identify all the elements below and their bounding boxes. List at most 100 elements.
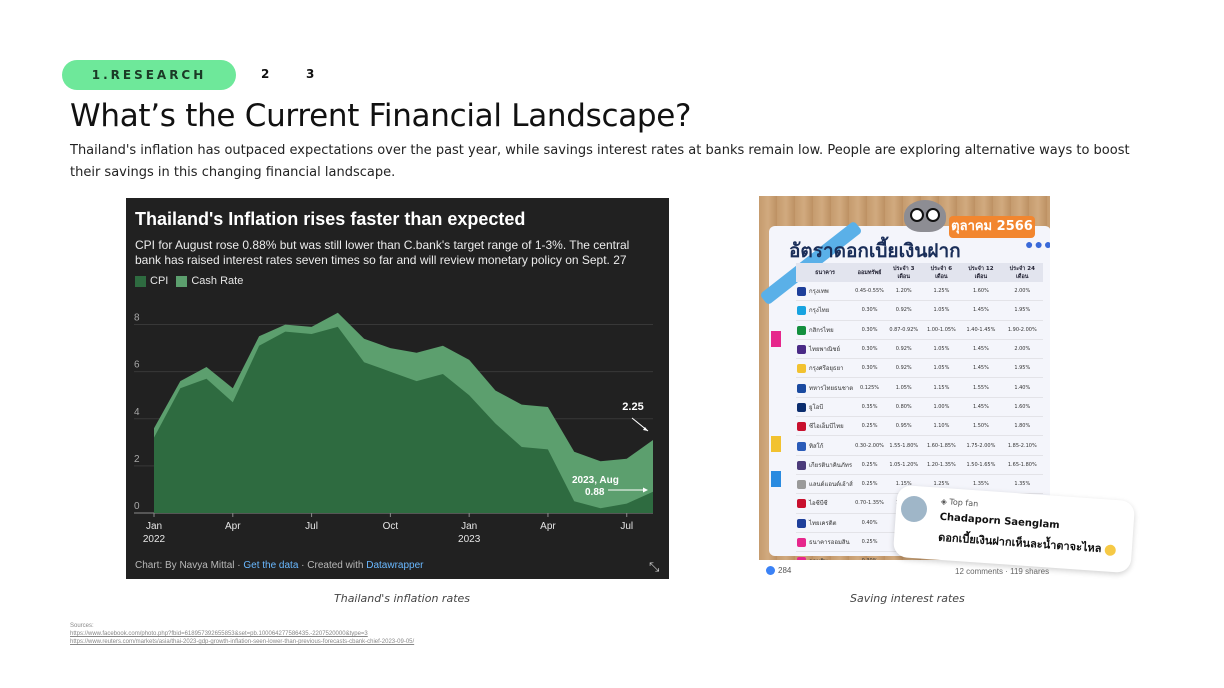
rate-cell: 1.45% bbox=[960, 358, 1002, 379]
rate-cell: 1.95% bbox=[1001, 358, 1043, 379]
page-intro: Thailand's inflation has outpaced expect… bbox=[70, 143, 1130, 180]
inflation-chart-card: 0 2 4 6 8 Jan 2022 Apr Jul Oct Jan 2023 Apr Jul 2.25 20… bbox=[126, 198, 669, 579]
rate-cell: 1.00% bbox=[922, 397, 961, 418]
rate-cell: 1.20% bbox=[884, 282, 923, 302]
legend-swatch-cash-rate bbox=[176, 275, 188, 287]
bank-name-cell: ไทยพาณิชย์ bbox=[796, 339, 855, 360]
rate-cell: 1.05% bbox=[884, 377, 923, 398]
bank-logo-icon bbox=[797, 345, 806, 355]
bank-name: กสิกรไทย bbox=[809, 326, 834, 334]
table-row: ทิสโก้ 0.30-2.00% 1.55-1.80% 1.60-1.85% 1.75… bbox=[796, 435, 1043, 456]
rate-cell: 0.92% bbox=[884, 339, 923, 360]
rate-cell: 0.30% bbox=[854, 339, 885, 360]
table-row: กรุงไทย 0.30% 0.92% 1.05% 1.45% 1.95% bbox=[796, 300, 1043, 321]
bank-logo-icon bbox=[797, 460, 806, 470]
date-tag: ตุลาคม 2566 bbox=[949, 216, 1035, 238]
table-header-cell: ธนาคาร bbox=[796, 263, 855, 282]
bank-logo-icon bbox=[797, 538, 806, 547]
rate-cell: 1.40% bbox=[1001, 377, 1043, 398]
y-tick-label-2: 2 bbox=[134, 454, 140, 465]
x-tick-year-4: 2023 bbox=[458, 534, 481, 545]
x-tick-label-0: Jan bbox=[146, 521, 162, 532]
bank-name: ยูโอบี bbox=[809, 403, 824, 411]
dots-icon: ●●● bbox=[1025, 236, 1050, 252]
rate-cell: 1.80% bbox=[1001, 416, 1043, 437]
mascot-illustration bbox=[904, 200, 946, 232]
chart-footer: Chart: By Navya Mittal · Get the data · … bbox=[135, 560, 423, 571]
bank-name: ไทยเครดิต bbox=[809, 519, 837, 527]
source-link-facebook[interactable]: https://www.facebook.com/photo.php?fbid=… bbox=[70, 631, 368, 637]
bank-name: กรุงเทพ bbox=[809, 288, 829, 296]
rate-cell: 1.25% bbox=[922, 282, 961, 302]
bank-name: กรุงไทย bbox=[809, 307, 830, 315]
rate-cell: 0.87-0.92% bbox=[884, 320, 923, 340]
post-heading: อัตราดอกเบี้ยเงินฝาก bbox=[789, 240, 961, 262]
table-header-cell: ออมทรัพย์ bbox=[854, 263, 885, 282]
bank-name: ไอซีบีซี bbox=[809, 500, 828, 508]
rate-cell: 1.85-2.10% bbox=[1001, 435, 1043, 456]
y-tick-label-6: 6 bbox=[134, 360, 140, 371]
source-link-reuters[interactable]: https://www.reuters.com/markets/asia/tha… bbox=[70, 639, 415, 645]
annotation-cash-rate-end: 2.25 bbox=[622, 401, 643, 413]
sources: Sources: https://www.facebook.com/photo.… bbox=[70, 622, 414, 646]
x-tick-label-1: Apr bbox=[225, 521, 241, 532]
rate-cell: 1.35% bbox=[1001, 474, 1043, 495]
rate-cell: 0.35% bbox=[854, 397, 885, 418]
side-tab-yellow bbox=[771, 436, 781, 452]
rate-cell: 0.30-2.00% bbox=[854, 435, 885, 456]
legend-label-cash-rate: Cash Rate bbox=[191, 275, 244, 287]
rate-cell: 0.95% bbox=[884, 416, 923, 437]
rate-cell: 2.00% bbox=[1001, 282, 1043, 302]
x-tick-label-6: Jul bbox=[620, 521, 633, 532]
expand-icon[interactable]: ⤡ bbox=[649, 559, 660, 574]
side-tab-pink bbox=[771, 331, 781, 347]
rate-cell: 0.40% bbox=[854, 513, 885, 533]
rate-cell: 0.25% bbox=[854, 455, 885, 475]
bank-name: ออมสิน bbox=[809, 558, 828, 560]
bank-logo-icon bbox=[797, 325, 806, 335]
rate-cell: 0.30% bbox=[854, 320, 885, 340]
rate-cell: 1.45% bbox=[960, 397, 1002, 418]
legend-label-cpi: CPI bbox=[150, 275, 169, 287]
rate-cell: 1.95% bbox=[1001, 300, 1043, 321]
bank-name-cell: กรุงไทย bbox=[796, 300, 855, 321]
rate-cell: 0.70-1.35% bbox=[854, 493, 885, 514]
get-the-data-link[interactable]: Get the data bbox=[243, 560, 299, 571]
tab-3[interactable]: 3 bbox=[306, 67, 315, 81]
table-header-row: ธนาคาร ออมทรัพย์ ประจำ 3 เดือน ประจำ 6 เดือ… bbox=[796, 263, 1043, 282]
rate-cell: 1.15% bbox=[922, 377, 961, 398]
comment-share-counts[interactable]: 12 comments · 119 shares bbox=[955, 567, 1050, 576]
rate-cell: 1.10% bbox=[922, 416, 961, 437]
x-tick-label-3: Oct bbox=[383, 521, 399, 532]
rate-cell: 0.30% bbox=[854, 358, 885, 379]
bank-logo-icon bbox=[797, 499, 806, 509]
table-header-cell: ประจำ 24 เดือน bbox=[1001, 263, 1043, 282]
bank-name-cell: กรุงศรีอยุธยา bbox=[796, 358, 855, 379]
bank-logo-icon bbox=[797, 287, 806, 297]
deposit-rate-table: ธนาคาร ออมทรัพย์ ประจำ 3 เดือน ประจำ 6 เดือ… bbox=[796, 263, 1043, 560]
bank-logo-icon bbox=[797, 306, 806, 316]
rate-cell: 1.45% bbox=[960, 300, 1002, 321]
tab-research[interactable]: 1.RESEARCH bbox=[62, 60, 236, 90]
table-row: ยูโอบี 0.35% 0.80% 1.00% 1.45% 1.60% bbox=[796, 397, 1043, 418]
bank-name-cell: กสิกรไทย bbox=[796, 320, 855, 340]
comment-text-label: ดอกเบี้ยเงินฝากเห็นละน้ำตาจะไหล bbox=[937, 530, 1102, 556]
rate-cell: 1.05% bbox=[922, 300, 961, 321]
bank-logo-icon bbox=[797, 480, 806, 490]
rate-cell: 0.92% bbox=[884, 300, 923, 321]
rate-cell: 1.55-1.80% bbox=[884, 435, 923, 456]
rate-cell: 1.65-1.80% bbox=[1001, 455, 1043, 475]
bank-name: ทหารไทยธนชาต bbox=[809, 384, 854, 392]
table-row: กสิกรไทย 0.30% 0.87-0.92% 1.00-1.05% 1.40-1.… bbox=[796, 320, 1043, 340]
rate-cell: 1.05% bbox=[922, 358, 961, 379]
bank-name-cell: ทหารไทยธนชาต bbox=[796, 377, 855, 398]
table-row: กรุงศรีอยุธยา 0.30% 0.92% 1.05% 1.45% 1.95% bbox=[796, 358, 1043, 379]
reactions[interactable]: 284 bbox=[766, 566, 791, 575]
annotation-arrowhead-end bbox=[643, 427, 648, 431]
rate-cell: 1.60% bbox=[1001, 397, 1043, 418]
bank-logo-icon bbox=[797, 557, 806, 560]
avatar[interactable] bbox=[901, 496, 927, 522]
tab-2[interactable]: 2 bbox=[261, 67, 270, 81]
datawrapper-link[interactable]: Datawrapper bbox=[366, 560, 424, 571]
saving-caption: Saving interest rates bbox=[850, 592, 965, 605]
